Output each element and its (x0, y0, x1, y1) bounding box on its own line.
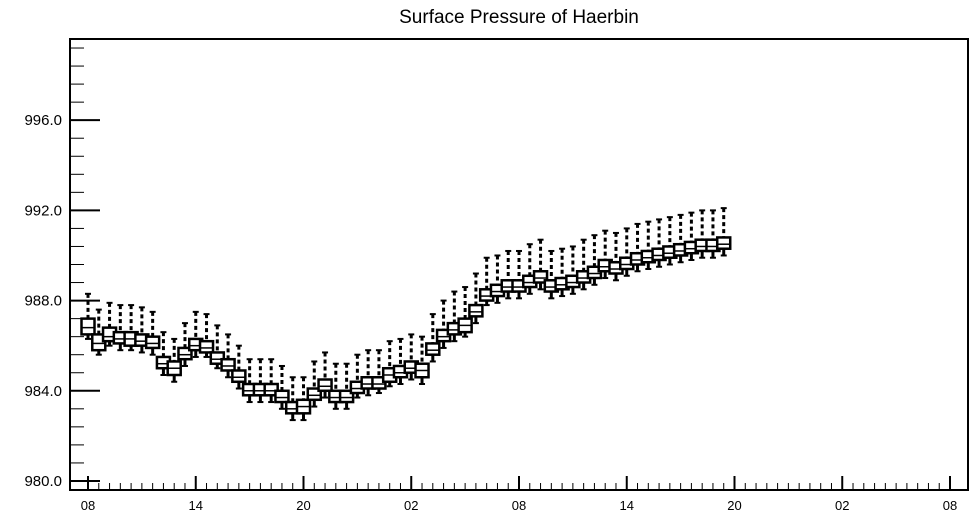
box-item (144, 310, 161, 356)
box-item (468, 272, 484, 325)
x-tick-label: 20 (296, 498, 310, 513)
box-item (683, 211, 700, 261)
box-item (640, 220, 657, 271)
box-item (629, 222, 646, 273)
box-item (274, 364, 290, 410)
box (338, 389, 355, 404)
x-tick-label: 08 (512, 498, 526, 513)
box-item (672, 213, 689, 264)
box (144, 335, 161, 350)
box-item (575, 238, 592, 291)
box-item (392, 337, 409, 386)
box-item (446, 290, 463, 343)
chart-title: Surface Pressure of Haerbin (399, 7, 639, 28)
x-tick-label: 14 (620, 498, 634, 513)
x-tick-label: 02 (404, 498, 418, 513)
x-axis: 08 14 20 02 08 14 20 02 08 (81, 476, 957, 513)
box-item (306, 360, 323, 408)
plot-frame (69, 38, 969, 491)
box (274, 389, 290, 404)
y-tick-label: 996.0 (24, 112, 62, 129)
box-item (295, 376, 312, 422)
y-tick-label: 984.0 (24, 383, 62, 400)
box-item (662, 216, 678, 266)
box-item (166, 337, 182, 383)
box-item (619, 227, 635, 277)
x-tick-label: 14 (189, 498, 203, 513)
box-item (209, 324, 226, 370)
box-item (532, 238, 549, 291)
box-item (414, 335, 430, 386)
box-item (220, 333, 236, 379)
box (306, 387, 323, 402)
box-item (338, 362, 355, 410)
box (425, 342, 441, 356)
box (468, 303, 484, 318)
box-item (457, 286, 473, 338)
box-item (522, 243, 538, 295)
box-item (134, 306, 150, 354)
box-item (705, 209, 721, 259)
box-item (198, 313, 215, 358)
x-tick-label: 08 (81, 498, 95, 513)
box-item (317, 351, 333, 399)
box-series (80, 207, 732, 422)
box-item (478, 256, 495, 307)
x-tick-label: 20 (727, 498, 741, 513)
y-tick-label: 992.0 (24, 202, 62, 219)
box-item (651, 218, 667, 268)
box-item (177, 322, 193, 367)
box-item (231, 344, 247, 390)
box (231, 369, 247, 384)
box (715, 236, 732, 250)
box-item (511, 249, 527, 300)
y-axis: 980.0 984.0 988.0 992.0 996.0 (24, 112, 100, 490)
box-item (381, 340, 398, 388)
box-item (80, 292, 96, 340)
x-tick-label: 02 (835, 498, 849, 513)
box-item (554, 247, 570, 298)
y-tick-label: 988.0 (24, 293, 62, 310)
box-item (715, 207, 732, 257)
box (220, 357, 236, 372)
y-minor-ticks (70, 47, 84, 482)
x-tick-label: 08 (943, 498, 957, 513)
box (317, 378, 333, 393)
box-item (252, 358, 269, 404)
y-tick-label: 980.0 (24, 473, 62, 490)
box (177, 346, 193, 361)
box-item (425, 313, 441, 363)
box (80, 317, 96, 336)
box (532, 270, 549, 284)
box (198, 339, 215, 354)
